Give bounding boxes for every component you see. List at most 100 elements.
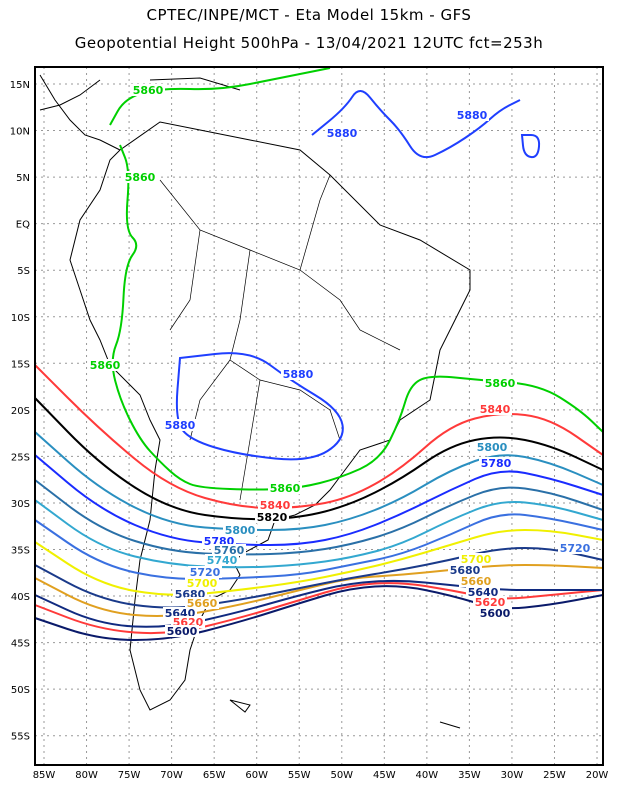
lon-tick-label: 60W — [245, 770, 268, 781]
contour-label-5660: 5660 — [187, 597, 218, 610]
lon-tick-label: 35W — [458, 770, 481, 781]
country-borders — [159, 174, 401, 501]
lon-tick-label: 20W — [586, 770, 609, 781]
contour-label-bg — [325, 127, 359, 139]
contour-label-bg — [466, 586, 500, 598]
contour-label-bg — [258, 499, 292, 511]
contour-label-5620: 5620 — [475, 596, 506, 609]
lat-tick-label: 50S — [11, 685, 30, 696]
contour-label-5840: 5840 — [480, 403, 511, 416]
lat-tick-label: 55S — [11, 732, 30, 743]
contour-label-bg — [473, 596, 507, 608]
contour-label-5680: 5680 — [450, 564, 481, 577]
contour-label-5720: 5720 — [190, 566, 221, 579]
south-georgia — [439, 721, 461, 729]
falkland-islands — [229, 699, 251, 713]
contour-5860 — [111, 144, 604, 491]
contour-label-5860: 5860 — [485, 377, 516, 390]
contour-label-5640: 5640 — [468, 586, 499, 599]
contour-label-5820: 5820 — [257, 511, 288, 524]
lon-tick-label: 40W — [416, 770, 439, 781]
contour-5880 — [520, 134, 541, 159]
contour-label-5600: 5600 — [167, 625, 198, 638]
map-frame — [34, 66, 604, 766]
south-america-coastline — [69, 121, 471, 711]
contour-label-bg — [483, 377, 517, 389]
contour-label-5880: 5880 — [283, 368, 314, 381]
map-subtitle: Geopotential Height 500hPa - 13/04/2021 … — [74, 34, 544, 52]
contour-label-5700: 5700 — [461, 553, 492, 566]
contour-label-bg — [188, 566, 222, 578]
contour-label-bg — [479, 457, 513, 469]
contour-label-bg — [448, 564, 482, 576]
lat-tick-label: 15N — [10, 80, 30, 91]
contour-5800 — [34, 431, 604, 532]
contour-label-bg — [281, 368, 315, 380]
contour-label-bg — [558, 542, 592, 554]
contour-label-5740: 5740 — [207, 554, 238, 567]
contour-label-bg — [459, 553, 493, 565]
contour-5860 — [109, 67, 331, 126]
lat-tick-label: 10S — [11, 313, 30, 324]
contour-label-5720: 5720 — [560, 542, 591, 555]
contour-label-5660: 5660 — [461, 575, 492, 588]
contour-label-bg — [212, 544, 246, 556]
contour-5740 — [34, 499, 604, 569]
contour-label-bg — [478, 607, 512, 619]
lon-tick-label: 65W — [203, 770, 226, 781]
lat-tick-label: 45S — [11, 639, 30, 650]
contour-label-5780: 5780 — [481, 457, 512, 470]
contour-label-5700: 5700 — [187, 577, 218, 590]
contour-label-5760: 5760 — [214, 544, 245, 557]
contour-label-5840: 5840 — [260, 499, 291, 512]
contour-5700 — [34, 528, 604, 596]
lat-tick-label: 25S — [11, 452, 30, 463]
lat-tick-label: 30S — [11, 499, 30, 510]
lat-tick-label: 35S — [11, 546, 30, 557]
lat-tick-label: 20S — [11, 406, 30, 417]
contour-5720 — [34, 513, 604, 581]
lat-tick-label: 5N — [16, 173, 30, 184]
lat-tick-label: 5S — [17, 266, 30, 277]
contour-label-5860: 5860 — [133, 84, 164, 97]
contour-label-bg — [459, 575, 493, 587]
lon-tick-label: 45W — [373, 770, 396, 781]
contour-label-bg — [223, 524, 257, 536]
contour-label-bg — [123, 171, 157, 183]
contour-label-bg — [185, 577, 219, 589]
contour-5880 — [175, 352, 344, 461]
lat-tick-label: 10N — [10, 127, 30, 138]
lat-tick-label: 15S — [11, 359, 30, 370]
contour-label-5800: 5800 — [477, 441, 508, 454]
contour-label-bg — [131, 84, 165, 96]
central-america-coastline — [39, 74, 121, 151]
graticule — [35, 67, 603, 765]
lon-tick-label: 85W — [33, 770, 56, 781]
contour-label-bg — [88, 359, 122, 371]
contour-label-bg — [163, 419, 197, 431]
contour-label-5860: 5860 — [270, 482, 301, 495]
contour-label-5600: 5600 — [480, 607, 511, 620]
contour-label-bg — [478, 403, 512, 415]
contour-5760 — [34, 479, 604, 556]
lon-tick-label: 75W — [118, 770, 141, 781]
contour-label-bg — [455, 109, 489, 121]
contour-label-bg — [205, 554, 239, 566]
contour-label-5860: 5860 — [90, 359, 121, 372]
contour-label-bg — [475, 441, 509, 453]
lon-tick-label: 80W — [75, 770, 98, 781]
contour-label-5860: 5860 — [125, 171, 156, 184]
contour-label-bg — [185, 597, 219, 609]
contour-label-bg — [255, 511, 289, 523]
contour-label-5880: 5880 — [327, 127, 358, 140]
contour-label-5880: 5880 — [165, 419, 196, 432]
lat-tick-label: EQ — [16, 220, 30, 231]
contour-5820 — [34, 397, 604, 521]
lon-tick-label: 55W — [288, 770, 311, 781]
lon-tick-label: 30W — [501, 770, 524, 781]
contour-5680 — [34, 546, 604, 609]
map-title: CPTEC/INPE/MCT - Eta Model 15km - GFS — [146, 6, 472, 24]
contour-5840 — [34, 364, 604, 510]
contour-label-bg — [268, 482, 302, 494]
